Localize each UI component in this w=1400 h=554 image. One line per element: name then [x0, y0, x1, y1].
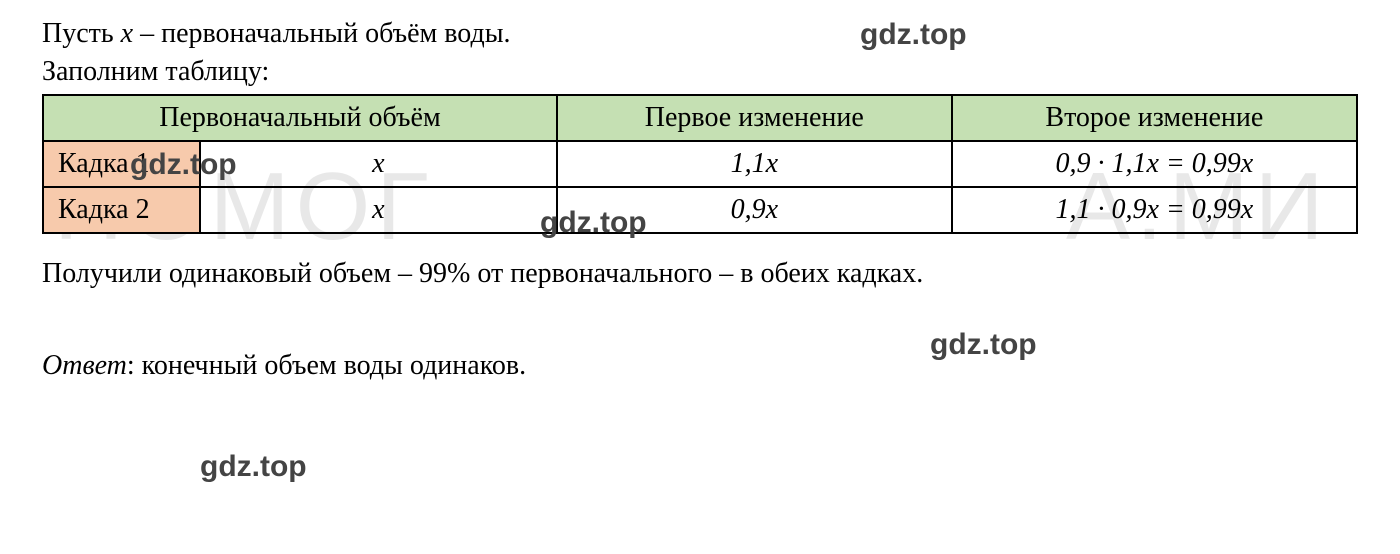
result-line: Получили одинаковый объем – 99% от перво…	[42, 258, 1358, 290]
cell-initial: x	[200, 141, 557, 187]
header-first-change: Первое изменение	[557, 95, 952, 141]
intro-line: Пусть x – первоначальный объём воды.	[42, 18, 1358, 50]
answer-line: Ответ: конечный объем воды одинаков.	[42, 350, 1358, 382]
fill-line: Заполним таблицу:	[42, 56, 1358, 88]
gdz-stamp-2: gdz.top	[130, 148, 237, 182]
table-row: Кадка 1 x 1,1x 0,9 · 1,1x = 0,99x	[43, 141, 1357, 187]
answer-text: : конечный объем воды одинаков.	[127, 350, 526, 381]
table-header-row: Первоначальный объём Первое изменение Вт…	[43, 95, 1357, 141]
header-empty: Первоначальный объём	[43, 95, 557, 141]
intro-prefix: Пусть	[42, 18, 121, 49]
header-second-change: Второе изменение	[952, 95, 1357, 141]
volume-table: Первоначальный объём Первое изменение Вт…	[42, 94, 1358, 234]
cell-first: 1,1x	[557, 141, 952, 187]
gdz-stamp-1: gdz.top	[860, 18, 967, 52]
cell-second: 1,1 · 0,9x = 0,99x	[952, 187, 1357, 233]
gdz-stamp-4: gdz.top	[930, 328, 1037, 362]
table-row: Кадка 2 x 0,9x 1,1 · 0,9x = 0,99x	[43, 187, 1357, 233]
cell-second: 0,9 · 1,1x = 0,99x	[952, 141, 1357, 187]
answer-label: Ответ	[42, 350, 127, 381]
gdz-stamp-3: gdz.top	[540, 206, 647, 240]
gdz-stamp-5: gdz.top	[200, 450, 307, 484]
intro-suffix: – первоначальный объём воды.	[133, 18, 510, 49]
cell-initial: x	[200, 187, 557, 233]
intro-var: x	[121, 18, 133, 49]
row-label: Кадка 2	[43, 187, 200, 233]
